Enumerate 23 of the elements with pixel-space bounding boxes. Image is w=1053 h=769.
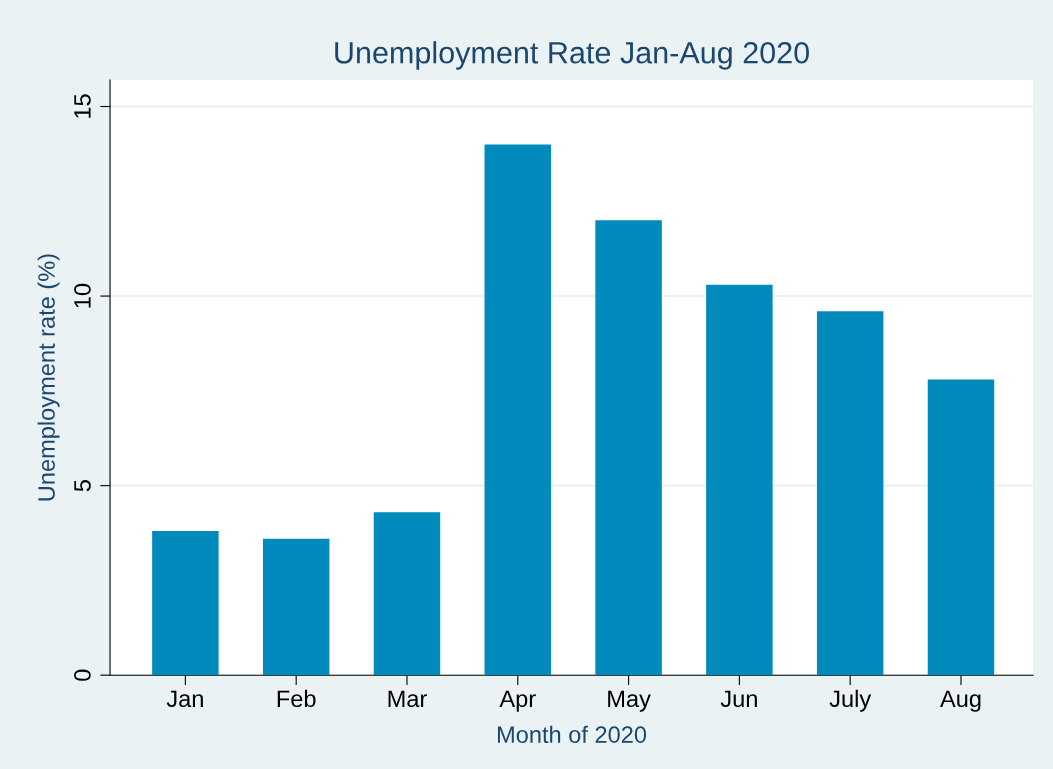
bar (595, 220, 662, 676)
y-tick-label: 10 (74, 283, 91, 308)
bar (816, 311, 884, 676)
x-tick-label: Jun (720, 690, 757, 708)
x-tick-label: Aug (940, 690, 981, 712)
x-tick-label: Mar (388, 690, 427, 708)
x-tick-label: Feb (277, 689, 316, 708)
y-tick-label: 5 (74, 480, 91, 492)
x-axis-title: Month of 2020 (497, 725, 647, 744)
y-axis-title: Unemployment rate (%) (37, 254, 60, 501)
bar (484, 144, 552, 676)
y-tick-label: 0 (74, 669, 91, 681)
x-tick-label: Apr (499, 690, 536, 712)
bar (927, 379, 995, 676)
x-tick-label: July (829, 689, 872, 712)
bar (706, 284, 773, 676)
bar (373, 512, 441, 676)
chart-title: Unemployment Rate Jan-Aug 2020 (335, 41, 809, 70)
bar (262, 538, 330, 676)
x-tick-label: May (608, 690, 651, 712)
x-tick-label: Jan (166, 690, 203, 708)
bar (152, 531, 219, 676)
y-tick-label: 15 (74, 94, 91, 118)
